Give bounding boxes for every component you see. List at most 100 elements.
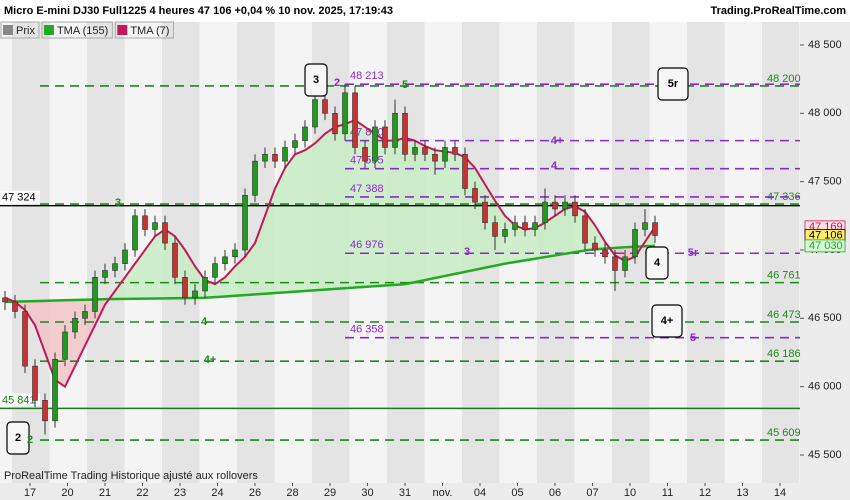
annotation-box [304,63,328,97]
ma-fill [295,150,305,292]
purple-level-label: 47 388 [350,183,384,195]
ma-fill [515,225,525,262]
candle-body [92,277,98,312]
wave-annotation: 4+ [661,315,674,327]
candle-body [232,249,238,258]
candle-body [42,400,48,422]
candle-body [52,359,58,422]
y-tick-label: 47 500 [808,176,842,188]
candle-body [32,365,38,401]
candle-body [622,256,628,271]
ma-fill [345,120,355,289]
candle-body [262,154,268,162]
green-level-label: 46 473 [767,309,801,321]
candle-body [2,297,8,303]
x-tick-label: 23 [174,487,186,499]
ma-fill [325,126,335,290]
candle-body [442,147,448,162]
level-tag [0,190,40,204]
candle-body [322,99,328,114]
legend-frame [41,21,113,39]
wave-annotation: 4 [654,257,661,269]
candle-body [212,263,218,278]
candle-body [452,147,458,155]
solid-level-label: 47 324 [2,192,36,204]
candle-body [182,277,188,299]
x-tick-label: 12 [699,487,711,499]
ma-fill [135,249,145,299]
x-tick-label: 20 [61,487,73,499]
candle-body [312,99,318,128]
ma-fill [435,150,445,278]
wave-annotation: 4+ [204,354,217,366]
candle-body [352,92,358,148]
candle-body [402,112,408,155]
wave-annotation: 5 [402,79,408,91]
candle-body [222,256,228,264]
wave-annotation: 5r [668,78,679,90]
ma-fill [395,137,405,285]
wave-annotation: 3 [115,197,121,209]
ma-fill [305,143,315,291]
wave-annotation: 2 [15,432,21,444]
x-tick-label: 29 [324,487,336,499]
price-tag [804,239,846,253]
candle-body [122,249,128,264]
candle-body [532,222,538,230]
ma-fill [445,151,455,276]
candle-body [542,201,548,223]
ma-fill [385,140,395,286]
candle-body [72,318,78,333]
ma-fill [155,229,165,299]
ma-line [4,244,656,304]
y-axis-panel [800,22,850,483]
candle-body [462,154,468,189]
x-axis-panel [0,483,850,500]
x-tick-label: 06 [549,487,561,499]
candle-body [482,201,488,223]
ma-fill [275,167,285,294]
wave-annotation: 2 [334,77,340,89]
day-band [199,22,237,483]
ma-fill [545,215,555,258]
legend-swatch [117,25,128,35]
ma-fill [335,124,345,289]
ma-fill [365,126,375,287]
footer: ProRealTime Trading Historique ajusté au… [4,470,258,482]
solid-level-label: 45 841 [2,394,36,406]
source: Trading.ProRealTime.com [710,5,846,17]
legend-swatch [43,25,54,35]
x-tick-label: 11 [662,487,673,499]
ma-fill [555,208,565,256]
level-tag [0,393,40,407]
ma-fill [405,137,415,285]
y-tick-label: 48 000 [808,107,842,119]
ma-fill [425,146,435,281]
annotation-box [657,67,689,101]
green-level-label: 46 761 [767,270,801,282]
wave-annotation: 5r [688,247,699,259]
candle-body [572,201,578,217]
purple-level-label: 46 358 [350,324,384,336]
candle-body [582,215,588,244]
green-level-label: 45 609 [767,427,801,439]
x-tick-label: 10 [624,487,636,499]
annotation-box [645,246,669,280]
candle-body [172,242,178,278]
candle-body [102,270,108,278]
wave-annotation: 3 [313,74,319,86]
ma-fill [375,133,385,287]
candle-body [432,154,438,162]
ma-fill [565,206,575,254]
ma-fill [35,300,45,353]
ma-fill [235,256,245,296]
ma-fill [535,222,545,259]
candle-body [652,222,658,236]
day-band [87,22,125,483]
candle-body [152,222,158,230]
candle-body [522,222,528,230]
candle-body [132,215,138,251]
candle-body [612,256,618,271]
candle-body [302,126,308,141]
x-tick-label: 13 [736,487,748,499]
